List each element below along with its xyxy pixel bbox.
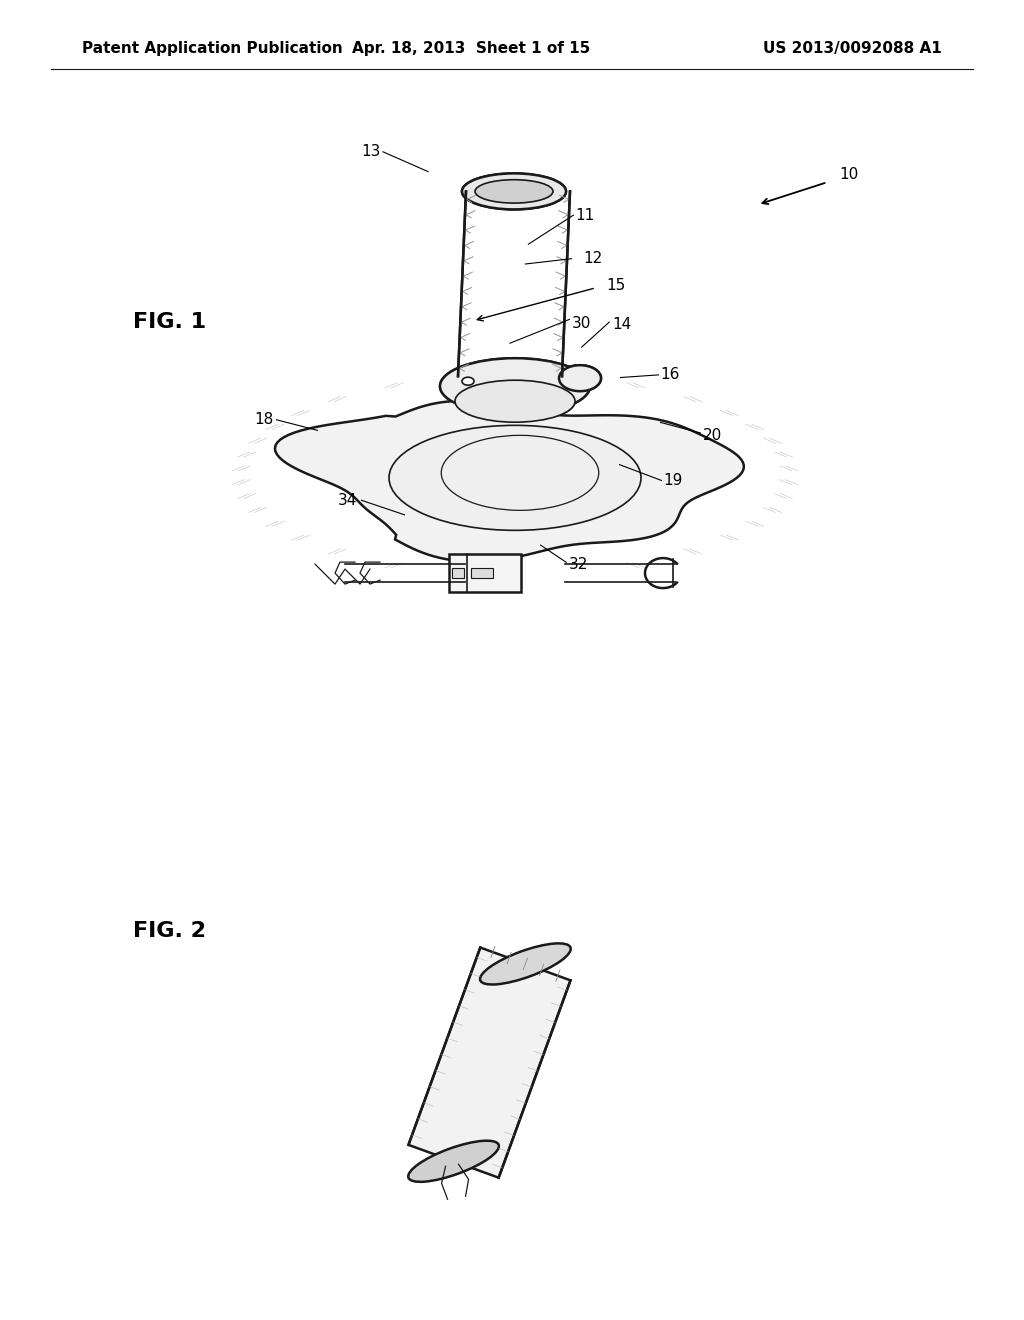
Bar [452, 568, 464, 578]
Polygon shape [275, 401, 743, 561]
Ellipse shape [455, 380, 575, 422]
Text: US 2013/0092088 A1: US 2013/0092088 A1 [763, 41, 942, 57]
Ellipse shape [455, 380, 575, 422]
Text: 15: 15 [606, 277, 626, 293]
Text: 16: 16 [660, 367, 680, 383]
Text: 10: 10 [840, 166, 859, 182]
Ellipse shape [440, 358, 590, 414]
Text: 34: 34 [338, 492, 357, 508]
Ellipse shape [440, 358, 590, 414]
Ellipse shape [462, 378, 474, 385]
Text: 30: 30 [571, 315, 591, 331]
Text: FIG. 2: FIG. 2 [133, 920, 206, 941]
Text: 14: 14 [612, 317, 632, 333]
Bar [449, 554, 521, 593]
Text: 32: 32 [568, 557, 588, 573]
Ellipse shape [462, 173, 566, 210]
Text: 12: 12 [584, 251, 603, 267]
Text: FIG. 1: FIG. 1 [133, 312, 206, 333]
Text: Apr. 18, 2013  Sheet 1 of 15: Apr. 18, 2013 Sheet 1 of 15 [352, 41, 590, 57]
Ellipse shape [559, 366, 601, 391]
Ellipse shape [458, 367, 566, 385]
Bar [471, 568, 493, 578]
Text: 13: 13 [361, 144, 380, 160]
Text: 11: 11 [575, 207, 595, 223]
Ellipse shape [475, 180, 553, 203]
Text: 18: 18 [254, 412, 273, 428]
Polygon shape [409, 948, 570, 1177]
Text: Patent Application Publication: Patent Application Publication [82, 41, 343, 57]
Ellipse shape [559, 366, 601, 391]
Ellipse shape [462, 173, 566, 210]
Ellipse shape [409, 1140, 499, 1181]
Ellipse shape [475, 180, 553, 203]
Text: 19: 19 [664, 473, 683, 488]
Ellipse shape [480, 944, 570, 985]
Ellipse shape [462, 378, 474, 385]
Text: 20: 20 [702, 428, 722, 444]
Ellipse shape [389, 425, 641, 531]
